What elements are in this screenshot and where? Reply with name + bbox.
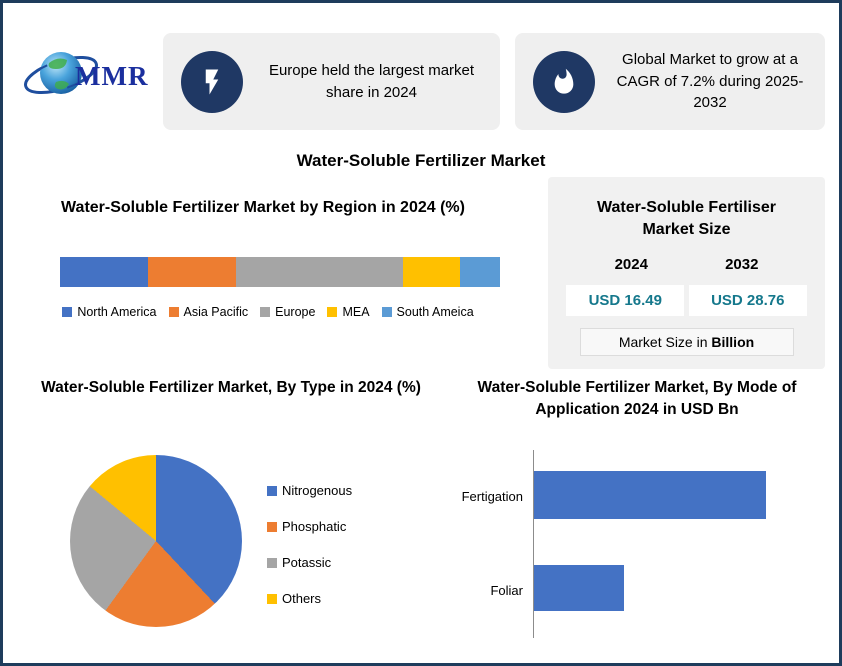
flame-icon: [533, 50, 595, 113]
legend-swatch: [267, 485, 277, 496]
logo-text: MMR: [75, 61, 149, 91]
region-segment-europe: [236, 257, 404, 287]
year-2032: 2032: [725, 255, 759, 273]
legend-item: Phosphatic: [267, 519, 352, 534]
legend-label: South Ameica: [396, 305, 474, 319]
legend-swatch: [267, 521, 277, 532]
region-segment-mea: [403, 257, 461, 287]
header-card-europe: Europe held the largest market share in …: [163, 33, 500, 130]
legend-label: North America: [77, 305, 157, 319]
legend-item: North America: [62, 305, 157, 319]
legend-item: Potassic: [267, 555, 352, 570]
region-stacked-bar: [60, 257, 500, 287]
type-legend: Nitrogenous Phosphatic Potassic Others: [267, 483, 352, 606]
value-2024: USD 16.49: [566, 284, 685, 316]
legend-item: Nitrogenous: [267, 483, 352, 498]
market-size-values: USD 16.49 USD 28.76: [564, 284, 809, 316]
region-legend: North America Asia Pacific Europe MEA So…: [23, 305, 513, 319]
type-chart-title: Water-Soluble Fertilizer Market, By Type…: [41, 379, 421, 396]
footer-unit: Billion: [711, 333, 755, 350]
logo-globe: [24, 52, 98, 95]
page-title: Water-Soluble Fertilizer Market: [296, 151, 546, 170]
legend-item: Europe: [260, 305, 315, 319]
header-card-text: Global Market to grow at a CAGR of 7.2% …: [616, 50, 804, 112]
legend-item: South Ameica: [381, 305, 474, 319]
value-2032: USD 28.76: [688, 284, 807, 316]
mmr-logo: MMR: [23, 39, 163, 113]
year-2024: 2024: [614, 255, 648, 273]
legend-label: Asia Pacific: [183, 305, 249, 319]
legend-swatch: [168, 307, 179, 317]
legend-swatch: [381, 307, 392, 317]
bar-fertigation: [534, 471, 766, 519]
bar-label-fertigation: Fertigation: [461, 489, 523, 504]
legend-swatch: [267, 557, 277, 568]
legend-label: Europe: [275, 305, 316, 319]
mode-chart-title: Water-Soluble Fertilizer Market, By Mode…: [477, 379, 797, 418]
market-size-footer: Market Size in Billion: [579, 327, 794, 356]
region-segment-south-america: [460, 257, 500, 287]
market-size-card: Water-Soluble Fertiliser Market Size 202…: [548, 177, 825, 369]
lightning-icon: [181, 50, 243, 113]
legend-label: Potassic: [282, 555, 332, 570]
bar-foliar: [534, 565, 625, 611]
legend-item: MEA: [327, 305, 370, 319]
type-pie-chart: [70, 455, 242, 627]
legend-label: Nitrogenous: [282, 483, 353, 498]
mode-chart-axis: [533, 450, 534, 638]
region-segment-asia-pacific: [148, 257, 236, 287]
header-card-cagr: Global Market to grow at a CAGR of 7.2% …: [515, 33, 825, 130]
bar-label-foliar: Foliar: [490, 583, 523, 598]
market-size-years: 2024 2032: [576, 256, 797, 273]
region-chart-title: Water-Soluble Fertilizer Market by Regio…: [61, 199, 465, 216]
region-segment-north-america: [60, 257, 148, 287]
legend-label: Others: [282, 591, 322, 606]
header-card-text: Europe held the largest market share in …: [268, 61, 475, 101]
legend-label: Phosphatic: [282, 519, 347, 534]
legend-label: MEA: [342, 305, 370, 319]
market-size-title: Water-Soluble Fertiliser Market Size: [597, 199, 776, 239]
footer-prefix: Market Size in: [618, 333, 712, 350]
legend-swatch: [62, 307, 73, 317]
legend-item: Asia Pacific: [168, 305, 249, 319]
legend-swatch: [327, 307, 338, 317]
legend-swatch: [260, 307, 271, 317]
legend-swatch: [267, 593, 277, 604]
legend-item: Others: [267, 591, 352, 606]
